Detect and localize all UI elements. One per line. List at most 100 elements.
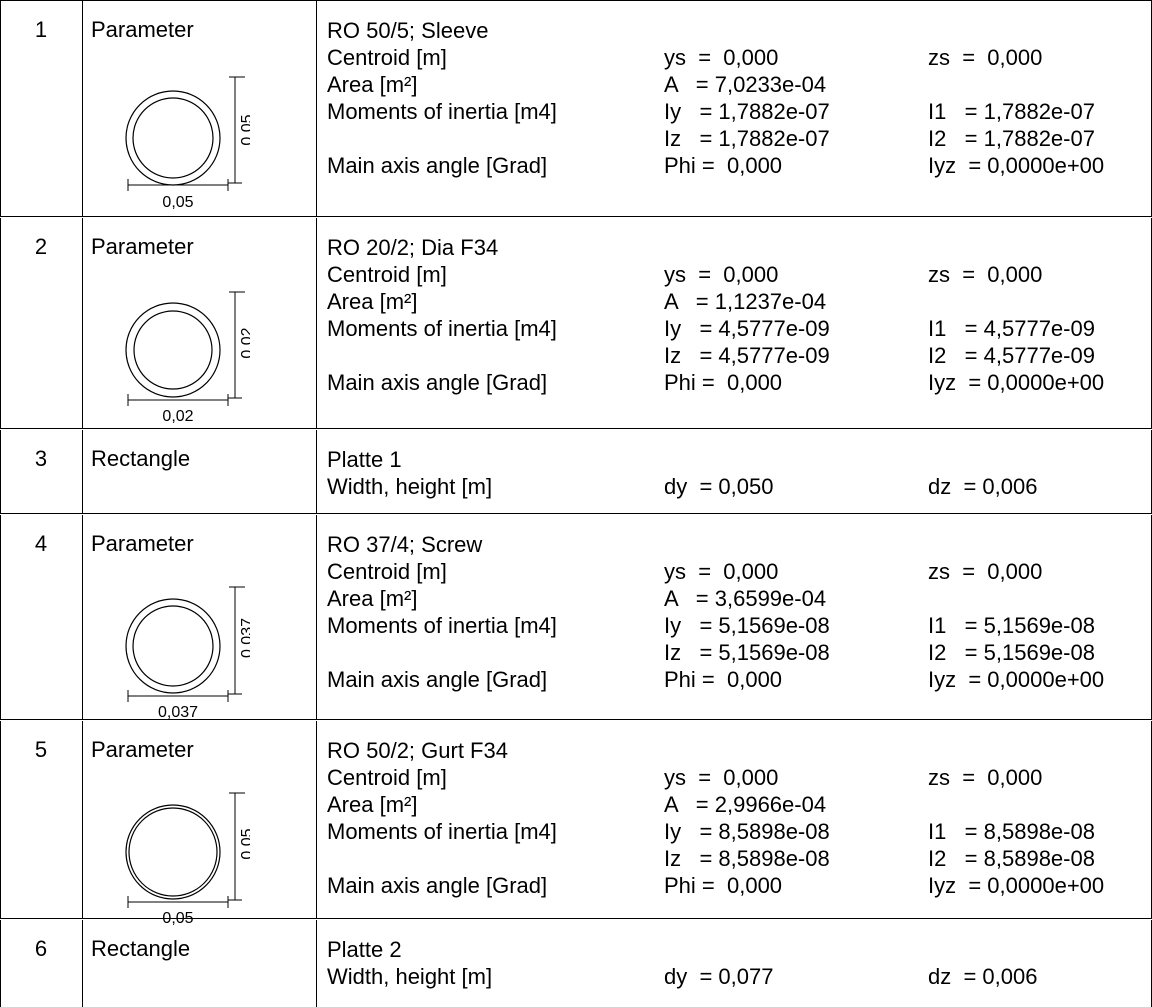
section-name: Platte 1 <box>327 447 402 472</box>
area-label: Area [m²] <box>327 72 418 97</box>
section-properties: Platte 2 Width, height [m] dy = 0,077 dz =… <box>327 936 1147 990</box>
phi-value: Phi = 0,000 <box>664 873 783 898</box>
section-properties: RO 20/2; Dia F34 Centroid [m] ys = 0,000 z… <box>327 234 1147 396</box>
section-row-1: 1 Parameter 0,05 0,05 RO 50/5; Sleeve Ce… <box>0 0 1152 217</box>
i1-value: I1 = 8,5898e-08 <box>928 819 1095 844</box>
iz-value: Iz = 4,5777e-09 <box>664 343 830 368</box>
section-row-2: 2 Parameter 0,02 0,02 RO 20/2; Dia F34 C… <box>0 218 1152 429</box>
section-properties: RO 37/4; Screw Centroid [m] ys = 0,000 zs … <box>327 531 1147 693</box>
i2-value: I2 = 4,5777e-09 <box>928 343 1095 368</box>
section-type: Parameter <box>91 531 194 556</box>
pipe-cross-section-figure: 0,037 0,037 <box>120 575 250 725</box>
dy-value: dy = 0,077 <box>664 964 774 989</box>
zs-value: zs = 0,000 <box>928 559 1043 584</box>
centroid-label: Centroid [m] <box>327 262 447 287</box>
dz-value: dz = 0,006 <box>928 474 1038 499</box>
pipe-icon: 0,05 0,05 <box>125 792 250 927</box>
angle-label: Main axis angle [Grad] <box>327 153 548 178</box>
area-label: Area [m²] <box>327 289 418 314</box>
section-type: Parameter <box>91 17 194 42</box>
iz-value: Iz = 8,5898e-08 <box>664 846 830 871</box>
height-dimension-label: 0,05 <box>239 828 250 859</box>
section-number: 6 <box>34 936 48 961</box>
pipe-cross-section-figure: 0,02 0,02 <box>120 278 250 428</box>
height-dimension-label: 0,05 <box>239 114 250 145</box>
section-number: 5 <box>34 737 48 762</box>
section-type: Parameter <box>91 737 194 762</box>
iyz-value: Iyz = 0,0000e+00 <box>928 370 1105 395</box>
iy-value: Iy = 4,5777e-09 <box>664 316 830 341</box>
section-row-4: 4 Parameter 0,037 0,037 RO 37/4; Screw C… <box>0 515 1152 721</box>
section-properties: RO 50/5; Sleeve Centroid [m] ys = 0,000 zs… <box>327 17 1147 179</box>
width-dimension-label: 0,05 <box>162 910 193 927</box>
dy-value: dy = 0,050 <box>664 474 774 499</box>
pipe-cross-section-figure: 0,05 0,05 <box>120 781 250 931</box>
area-label: Area [m²] <box>327 586 418 611</box>
section-type: Rectangle <box>91 936 191 961</box>
iy-value: Iy = 1,7882e-07 <box>664 99 830 124</box>
i2-value: I2 = 8,5898e-08 <box>928 846 1095 871</box>
height-dimension-label: 0,02 <box>239 327 250 358</box>
angle-label: Main axis angle [Grad] <box>327 667 548 692</box>
section-number: 2 <box>34 234 48 259</box>
size-label: Width, height [m] <box>327 474 493 499</box>
section-row-3: 3 Rectangle Platte 1 Width, height [m] dy… <box>0 430 1152 514</box>
pipe-icon: 0,05 0,05 <box>125 76 250 211</box>
i2-value: I2 = 5,1569e-08 <box>928 640 1095 665</box>
section-properties: Platte 1 Width, height [m] dy = 0,050 dz =… <box>327 446 1147 500</box>
iy-value: Iy = 8,5898e-08 <box>664 819 830 844</box>
inertia-label: Moments of inertia [m4] <box>327 819 557 844</box>
area-value: A = 2,9966e-04 <box>664 792 827 817</box>
section-number: 4 <box>34 531 48 556</box>
section-number: 3 <box>34 446 48 471</box>
dz-value: dz = 0,006 <box>928 964 1038 989</box>
section-name: RO 50/2; Gurt F34 <box>327 738 508 763</box>
pipe-cross-section-figure: 0,05 0,05 <box>120 61 250 211</box>
iz-value: Iz = 1,7882e-07 <box>664 126 830 151</box>
centroid-label: Centroid [m] <box>327 559 447 584</box>
angle-label: Main axis angle [Grad] <box>327 873 548 898</box>
angle-label: Main axis angle [Grad] <box>327 370 548 395</box>
section-name: RO 50/5; Sleeve <box>327 18 489 43</box>
area-value: A = 1,1237e-04 <box>664 289 827 314</box>
i1-value: I1 = 5,1569e-08 <box>928 613 1095 638</box>
section-row-6: 6 Rectangle Platte 2 Width, height [m] dy… <box>0 920 1152 1007</box>
inertia-label: Moments of inertia [m4] <box>327 99 557 124</box>
ys-value: ys = 0,000 <box>664 765 779 790</box>
zs-value: zs = 0,000 <box>928 765 1043 790</box>
size-label: Width, height [m] <box>327 964 493 989</box>
ys-value: ys = 0,000 <box>664 262 779 287</box>
pipe-icon: 0,037 0,037 <box>125 586 250 721</box>
inertia-label: Moments of inertia [m4] <box>327 613 557 638</box>
area-label: Area [m²] <box>327 792 418 817</box>
centroid-label: Centroid [m] <box>327 765 447 790</box>
ys-value: ys = 0,000 <box>664 559 779 584</box>
phi-value: Phi = 0,000 <box>664 153 783 178</box>
area-value: A = 3,6599e-04 <box>664 586 827 611</box>
section-name: RO 37/4; Screw <box>327 532 483 557</box>
pipe-icon: 0,02 0,02 <box>125 291 250 425</box>
width-dimension-label: 0,05 <box>162 194 193 211</box>
zs-value: zs = 0,000 <box>928 262 1043 287</box>
section-type: Parameter <box>91 234 194 259</box>
section-type: Rectangle <box>91 446 191 471</box>
i2-value: I2 = 1,7882e-07 <box>928 126 1095 151</box>
width-dimension-label: 0,02 <box>162 408 193 425</box>
inertia-label: Moments of inertia [m4] <box>327 316 557 341</box>
iyz-value: Iyz = 0,0000e+00 <box>928 667 1105 692</box>
phi-value: Phi = 0,000 <box>664 667 783 692</box>
section-number: 1 <box>34 17 48 42</box>
iyz-value: Iyz = 0,0000e+00 <box>928 873 1105 898</box>
iyz-value: Iyz = 0,0000e+00 <box>928 153 1105 178</box>
phi-value: Phi = 0,000 <box>664 370 783 395</box>
area-value: A = 7,0233e-04 <box>664 72 827 97</box>
section-row-5: 5 Parameter 0,05 0,05 RO 50/2; Gurt F34 … <box>0 721 1152 927</box>
centroid-label: Centroid [m] <box>327 45 447 70</box>
zs-value: zs = 0,000 <box>928 45 1043 70</box>
width-dimension-label: 0,037 <box>158 704 198 721</box>
section-name: Platte 2 <box>327 937 402 962</box>
section-properties: RO 50/2; Gurt F34 Centroid [m] ys = 0,000… <box>327 737 1147 899</box>
iy-value: Iy = 5,1569e-08 <box>664 613 830 638</box>
i1-value: I1 = 1,7882e-07 <box>928 99 1095 124</box>
